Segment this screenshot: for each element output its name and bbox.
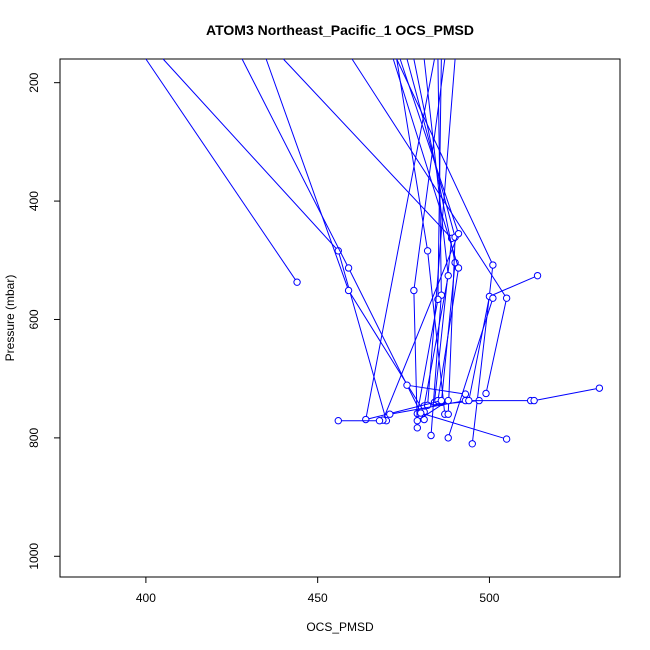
x-tick-label: 500	[479, 591, 499, 605]
profile-series	[410, 58, 446, 432]
profile-series	[362, 58, 446, 424]
profile-series	[403, 381, 470, 398]
data-point	[444, 410, 452, 418]
profile-series	[465, 271, 542, 405]
data-point	[468, 440, 476, 448]
data-point	[344, 264, 353, 272]
data-point	[454, 229, 463, 238]
data-point	[454, 264, 463, 272]
data-point	[533, 271, 542, 280]
x-tick-label: 450	[308, 591, 328, 605]
y-axis: 200 400 600 800 1000	[27, 72, 61, 570]
profile-series	[396, 58, 449, 418]
series-layer	[145, 58, 604, 448]
chart-title: ATOM3 Northeast_Pacific_1 OCS_PMSD	[206, 22, 474, 38]
data-point	[386, 410, 394, 418]
data-point	[362, 415, 370, 424]
y-tick-label: 400	[27, 191, 41, 211]
y-tick-label: 600	[27, 309, 41, 329]
data-point	[595, 384, 604, 392]
profile-series	[417, 409, 511, 443]
profile-series	[413, 396, 452, 425]
profile-series	[530, 384, 604, 405]
data-point	[444, 434, 452, 442]
data-point	[489, 294, 497, 302]
profile-series	[241, 58, 428, 424]
profile-line	[420, 412, 507, 440]
data-point	[427, 431, 435, 440]
data-point	[530, 396, 538, 405]
data-point	[293, 278, 301, 286]
data-point	[413, 424, 422, 432]
x-tick-label: 400	[136, 591, 156, 605]
profile-line	[406, 384, 466, 395]
profile-series	[334, 417, 384, 425]
profile-line	[534, 387, 600, 402]
data-point	[444, 396, 452, 405]
data-point	[444, 271, 452, 280]
data-point	[502, 435, 511, 443]
data-point	[334, 417, 342, 425]
data-point	[437, 396, 446, 405]
data-point	[413, 417, 422, 425]
y-tick-label: 1000	[27, 543, 41, 570]
x-axis-label: OCS_PMSD	[306, 620, 374, 634]
profile-line	[417, 400, 449, 422]
data-point	[410, 286, 418, 295]
data-point	[375, 417, 384, 425]
data-point	[465, 396, 473, 405]
data-point	[502, 294, 511, 302]
profile-series	[351, 58, 511, 398]
profile-line	[145, 58, 298, 283]
y-tick-label: 800	[27, 428, 41, 448]
data-point	[417, 409, 425, 417]
data-point	[489, 261, 497, 269]
profile-series	[145, 58, 301, 286]
data-point	[482, 389, 490, 398]
data-point	[423, 247, 432, 255]
data-point	[344, 286, 353, 295]
y-axis-label: Pressure (mbar)	[3, 275, 17, 362]
profile-series	[444, 294, 497, 442]
profile-series	[396, 58, 497, 448]
data-point	[403, 381, 411, 389]
profile-line	[447, 298, 494, 439]
y-tick-label: 200	[27, 72, 41, 92]
x-axis: 400 450 500	[136, 576, 500, 605]
